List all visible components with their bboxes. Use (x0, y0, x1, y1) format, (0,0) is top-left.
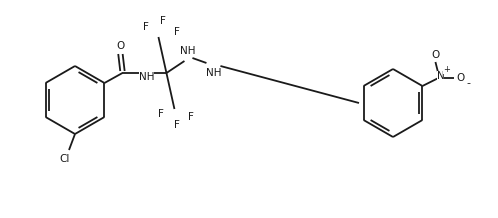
Text: F: F (173, 27, 179, 37)
Text: O: O (456, 73, 465, 83)
Text: NH: NH (180, 46, 195, 56)
Text: O: O (117, 41, 124, 51)
Text: N: N (437, 71, 444, 81)
Text: +: + (443, 65, 450, 75)
Text: F: F (173, 120, 179, 130)
Text: F: F (188, 112, 193, 122)
Text: Cl: Cl (60, 154, 70, 164)
Text: F: F (157, 109, 163, 119)
Text: F: F (142, 22, 148, 32)
Text: NH: NH (206, 68, 221, 78)
Text: O: O (431, 50, 440, 60)
Text: NH: NH (139, 72, 154, 82)
Text: F: F (159, 16, 165, 26)
Text: -: - (467, 78, 471, 88)
